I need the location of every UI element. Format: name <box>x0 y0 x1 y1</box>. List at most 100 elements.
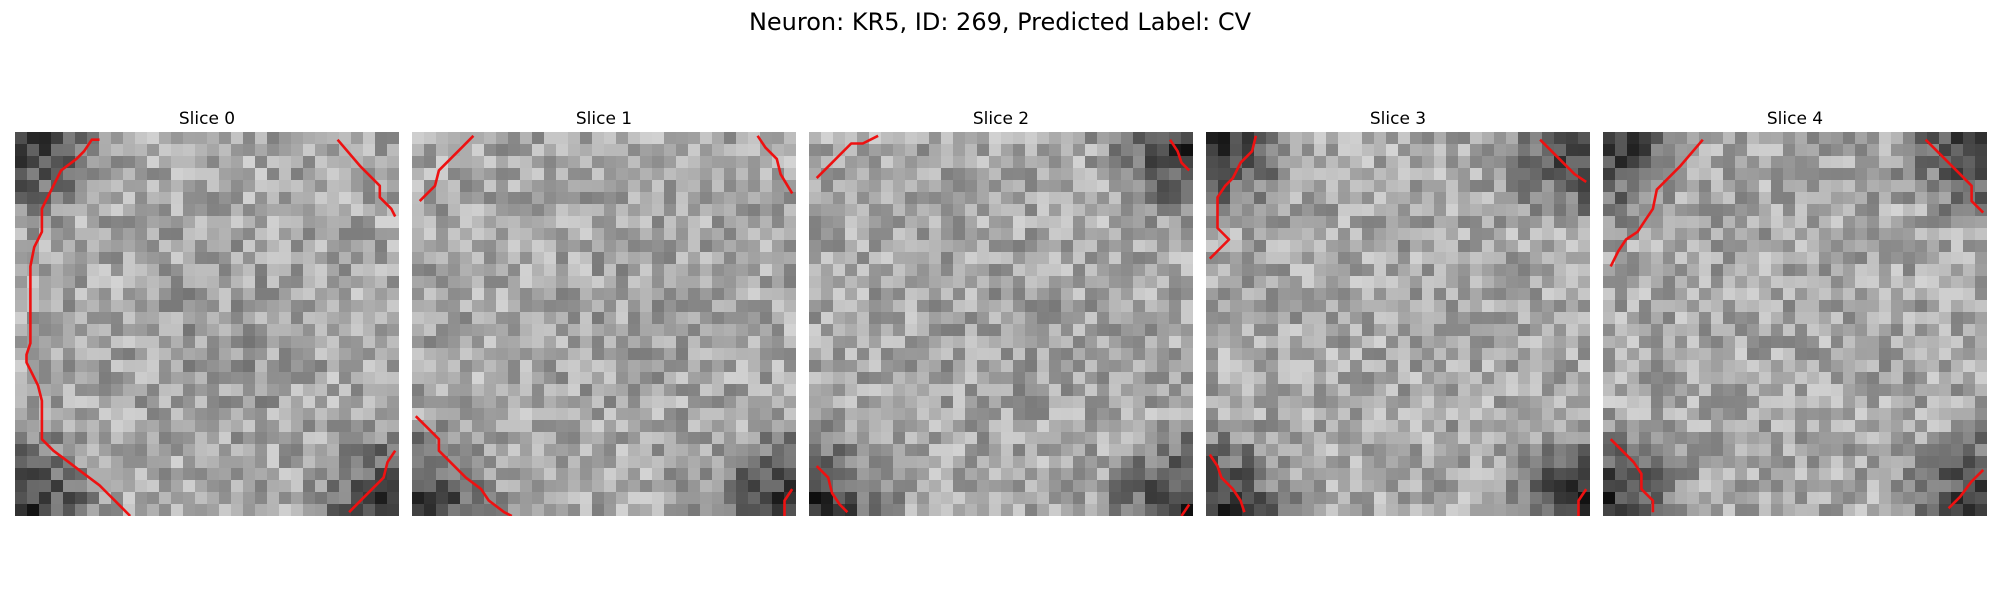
pixel <box>640 348 653 361</box>
pixel <box>243 432 256 445</box>
pixel <box>303 180 316 193</box>
pixel <box>893 444 906 457</box>
pixel <box>1759 288 1772 301</box>
pixel <box>532 300 545 313</box>
pixel <box>135 492 148 505</box>
pixel <box>1266 468 1279 481</box>
pixel <box>1145 300 1158 313</box>
pixel <box>219 324 232 337</box>
pixel <box>1085 300 1098 313</box>
pixel <box>748 144 761 157</box>
pixel <box>315 240 328 253</box>
pixel <box>821 300 834 313</box>
pixel <box>953 492 966 505</box>
pixel <box>1181 216 1193 229</box>
pixel <box>1398 504 1411 516</box>
pixel <box>664 216 677 229</box>
pixel <box>1542 312 1555 325</box>
pixel <box>821 264 834 277</box>
pixel <box>1578 396 1590 409</box>
pixel <box>965 252 978 265</box>
pixel <box>857 204 870 217</box>
pixel <box>556 156 569 169</box>
pixel <box>772 396 785 409</box>
pixel <box>688 192 701 205</box>
pixel <box>339 348 352 361</box>
pixel <box>1831 288 1844 301</box>
pixel <box>676 132 689 145</box>
pixel <box>243 228 256 241</box>
pixel <box>291 348 304 361</box>
pixel <box>628 324 641 337</box>
pixel <box>51 240 64 253</box>
pixel <box>1747 180 1760 193</box>
pixel <box>99 228 112 241</box>
pixel <box>1627 408 1640 421</box>
pixel <box>640 384 653 397</box>
pixel <box>1975 372 1987 385</box>
pixel <box>219 456 232 469</box>
pixel <box>1326 336 1339 349</box>
pixel <box>1410 456 1423 469</box>
pixel <box>652 132 665 145</box>
pixel <box>51 288 64 301</box>
pixel <box>1001 132 1014 145</box>
pixel <box>1458 276 1471 289</box>
pixel <box>857 324 870 337</box>
pixel <box>628 504 641 516</box>
pixel <box>1747 300 1760 313</box>
pixel <box>1073 432 1086 445</box>
pixel <box>1434 360 1447 373</box>
pixel <box>1025 336 1038 349</box>
pixel <box>1879 336 1892 349</box>
pixel <box>243 336 256 349</box>
pixel <box>1831 384 1844 397</box>
pixel <box>1458 348 1471 361</box>
pixel <box>1879 264 1892 277</box>
pixel <box>1362 360 1375 373</box>
pixel <box>1627 312 1640 325</box>
pixel <box>1843 336 1856 349</box>
pixel <box>736 228 749 241</box>
pixel <box>1049 324 1062 337</box>
pixel <box>508 384 521 397</box>
pixel <box>123 456 136 469</box>
pixel <box>1615 396 1628 409</box>
pixel <box>351 408 364 421</box>
pixel <box>27 192 40 205</box>
pixel <box>640 144 653 157</box>
pixel <box>363 360 376 373</box>
pixel <box>1434 384 1447 397</box>
pixel <box>1506 456 1519 469</box>
pixel <box>159 360 172 373</box>
pixel <box>327 504 340 516</box>
pixel <box>412 504 425 516</box>
pixel <box>279 300 292 313</box>
pixel <box>688 396 701 409</box>
pixel <box>15 324 28 337</box>
pixel <box>1867 168 1880 181</box>
pixel <box>1037 156 1050 169</box>
pixel <box>628 216 641 229</box>
pixel <box>1518 492 1531 505</box>
pixel <box>652 300 665 313</box>
pixel <box>412 276 425 289</box>
pixel <box>760 492 773 505</box>
pixel <box>1338 348 1351 361</box>
pixel <box>1230 312 1243 325</box>
pixel <box>1723 156 1736 169</box>
pixel <box>1254 300 1267 313</box>
pixel <box>1302 408 1315 421</box>
pixel <box>1290 372 1303 385</box>
pixel <box>279 144 292 157</box>
pixel <box>1266 312 1279 325</box>
pixel <box>1843 264 1856 277</box>
pixel <box>965 228 978 241</box>
pixel <box>1867 156 1880 169</box>
pixel <box>1915 264 1928 277</box>
pixel <box>1578 192 1590 205</box>
pixel <box>1807 276 1820 289</box>
pixel <box>183 228 196 241</box>
pixel <box>640 180 653 193</box>
pixel <box>1398 480 1411 493</box>
